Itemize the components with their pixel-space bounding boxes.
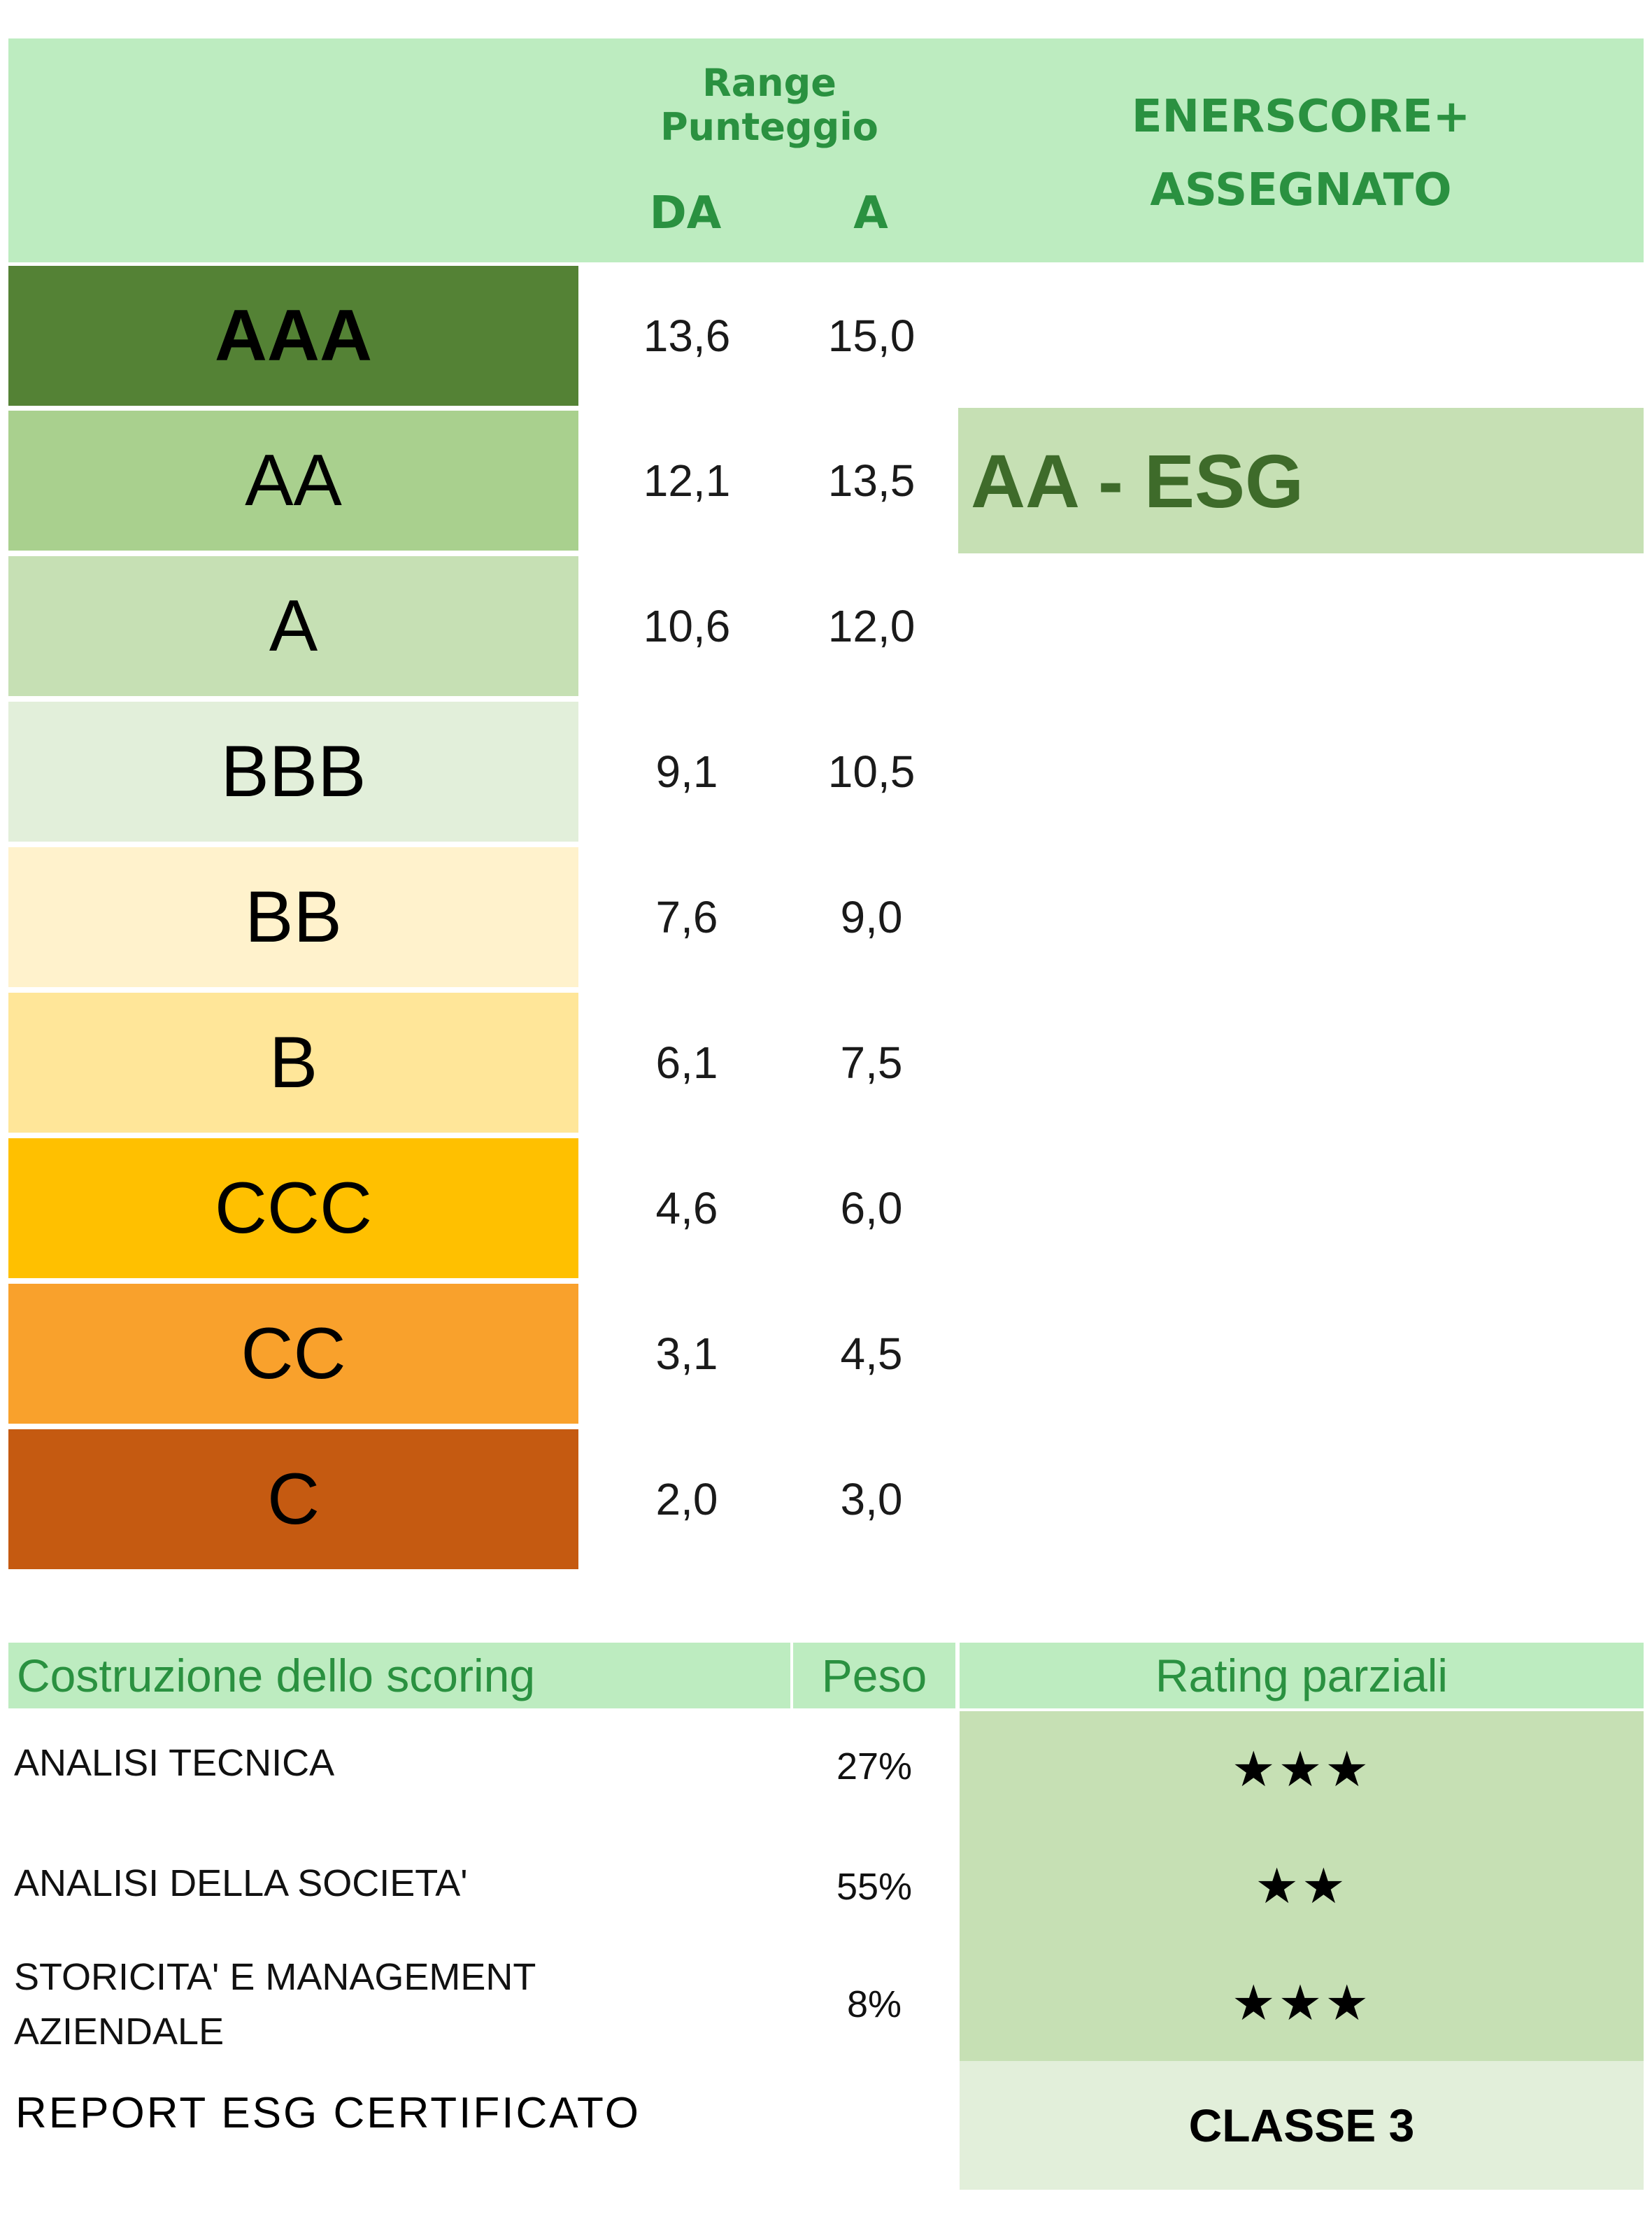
header-band <box>8 38 1644 262</box>
star-rating: ★★★ <box>960 1945 1644 2061</box>
grade-cell-aaa: AAA <box>8 266 578 406</box>
grade-cell-aa: AA <box>8 411 578 551</box>
range-from-a: 10,6 <box>643 601 731 651</box>
grade-cell-a: A <box>8 556 578 696</box>
range-to-cc: 4,5 <box>840 1329 903 1379</box>
partial-ratings-header: Rating parziali <box>960 1643 1644 1708</box>
criterion-weight: 8% <box>846 1983 902 2025</box>
criterion-label-text: ANALISI DELLA SOCIETA' <box>14 1862 468 1904</box>
criterion-label: STORICITA' E MANAGEMENT AZIENDALE <box>14 1952 783 2057</box>
range-to-a: 12,0 <box>827 601 916 651</box>
weight-header: Peso <box>793 1643 955 1708</box>
criterion-label-text: STORICITA' E MANAGEMENT <box>14 1956 536 1998</box>
grade-cell-bbb: BBB <box>8 702 578 842</box>
grade-cell-bb: BB <box>8 847 578 987</box>
range-to-aa: 13,5 <box>827 455 916 506</box>
range-from-bb: 7,6 <box>655 892 718 942</box>
grade-cell-b: B <box>8 993 578 1133</box>
criterion-label: ANALISI TECNICA <box>14 1721 783 1805</box>
grade-cell-cc: CC <box>8 1284 578 1424</box>
star-rating: ★★★ <box>960 1711 1644 1827</box>
grade-cell-ccc: CCC <box>8 1138 578 1278</box>
grade-cell-c: C <box>8 1429 578 1569</box>
range-from-aa: 12,1 <box>643 455 731 506</box>
assigned-rating: AA - ESG <box>958 408 1644 553</box>
criterion-weight: 27% <box>836 1745 913 1787</box>
range-from-c: 2,0 <box>655 1474 718 1524</box>
assigned-header-line2: ASSEGNATO <box>1150 164 1452 216</box>
range-to-bb: 9,0 <box>840 892 903 942</box>
range-from-cc: 3,1 <box>655 1329 718 1379</box>
range-from-bbb: 9,1 <box>655 746 718 797</box>
range-to-aaa: 15,0 <box>827 311 916 361</box>
report-class: CLASSE 3 <box>960 2061 1644 2190</box>
range-to-b: 7,5 <box>840 1037 903 1088</box>
range-title: Range Punteggio <box>660 61 878 149</box>
column-header-from: DA <box>649 187 722 239</box>
scoring-title: Costruzione dello scoring <box>8 1643 790 1708</box>
range-from-ccc: 4,6 <box>655 1183 718 1233</box>
report-esg-label: REPORT ESG CERTIFICATO <box>15 2088 641 2137</box>
criterion-label-text: AZIENDALE <box>14 2011 225 2053</box>
column-header-to: A <box>853 187 888 239</box>
range-from-b: 6,1 <box>655 1037 718 1088</box>
range-to-c: 3,0 <box>840 1474 903 1524</box>
criterion-label: ANALISI DELLA SOCIETA' <box>14 1841 783 1925</box>
assigned-header-line1: ENERSCORE+ <box>1131 91 1471 143</box>
range-to-bbb: 10,5 <box>827 746 916 797</box>
criterion-label-text: ANALISI TECNICA <box>14 1742 335 1784</box>
range-to-ccc: 6,0 <box>840 1183 903 1233</box>
assigned-column-header: ENERSCORE+ ASSEGNATO <box>1035 84 1567 224</box>
range-from-aaa: 13,6 <box>643 311 731 361</box>
star-rating: ★★ <box>960 1827 1644 1945</box>
criterion-weight: 55% <box>836 1866 913 1908</box>
